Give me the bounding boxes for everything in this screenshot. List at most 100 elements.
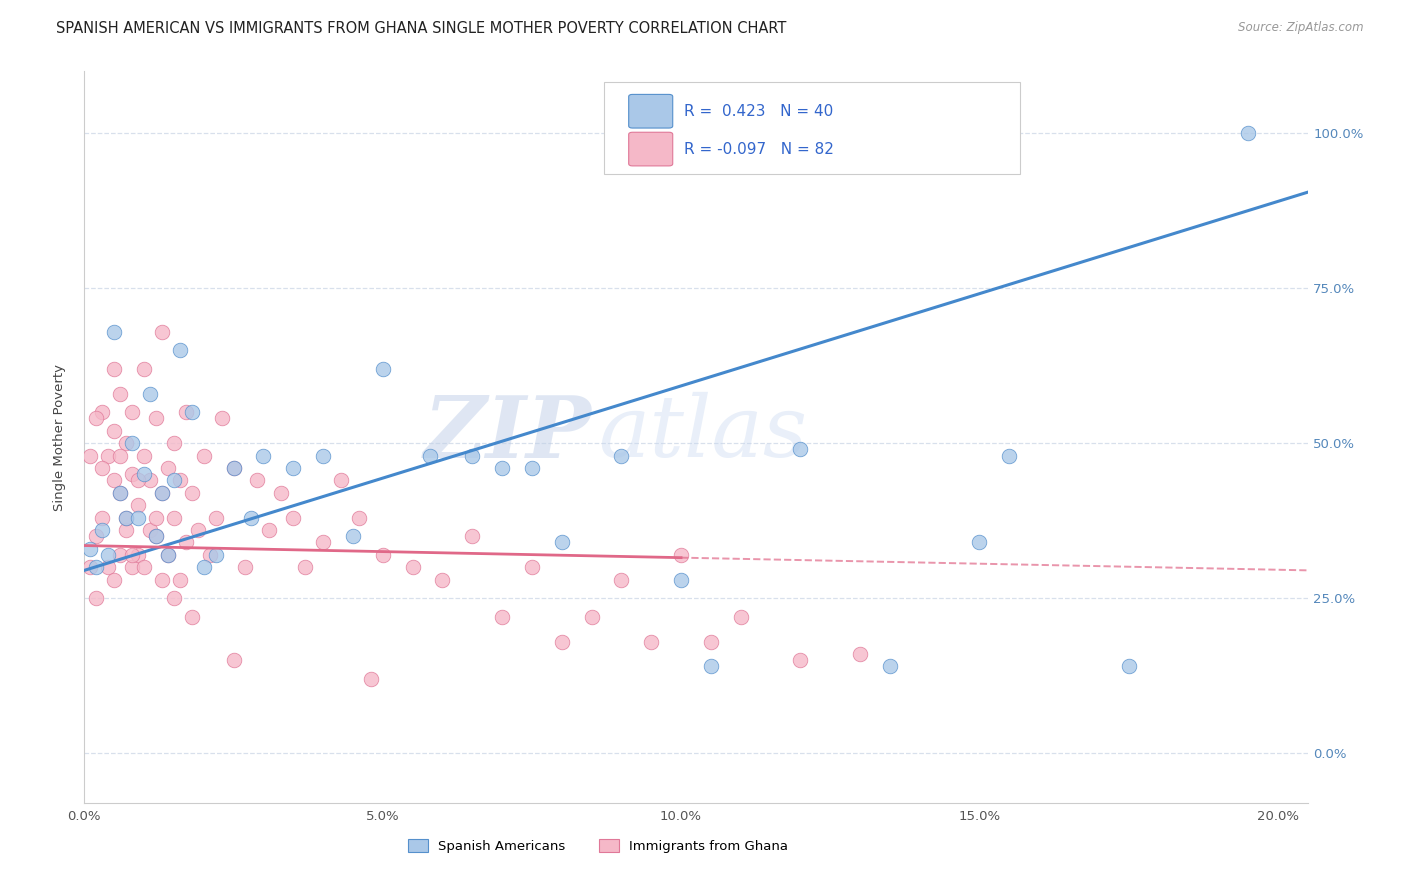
Point bbox=[193, 560, 215, 574]
Point bbox=[145, 529, 167, 543]
Text: R =  0.423   N = 40: R = 0.423 N = 40 bbox=[683, 103, 832, 119]
Point bbox=[163, 474, 186, 488]
Point bbox=[121, 467, 143, 482]
Point bbox=[163, 591, 186, 606]
Point bbox=[103, 362, 125, 376]
Point bbox=[127, 548, 149, 562]
Point bbox=[156, 461, 179, 475]
Point bbox=[91, 523, 114, 537]
Point bbox=[139, 386, 162, 401]
Text: ZIP: ZIP bbox=[425, 392, 592, 475]
Point bbox=[132, 560, 155, 574]
Point bbox=[115, 510, 138, 524]
Point bbox=[145, 411, 167, 425]
Point bbox=[115, 436, 138, 450]
Point bbox=[222, 653, 245, 667]
Point bbox=[103, 325, 125, 339]
Point bbox=[371, 548, 394, 562]
Point bbox=[121, 405, 143, 419]
Point bbox=[108, 449, 131, 463]
Point bbox=[79, 560, 101, 574]
Point bbox=[312, 535, 335, 549]
Point bbox=[520, 560, 543, 574]
Point bbox=[419, 449, 441, 463]
Point bbox=[270, 486, 292, 500]
Point bbox=[84, 591, 107, 606]
Point bbox=[259, 523, 281, 537]
Point bbox=[91, 461, 114, 475]
Text: atlas: atlas bbox=[598, 392, 807, 475]
Y-axis label: Single Mother Poverty: Single Mother Poverty bbox=[53, 364, 66, 510]
Point bbox=[139, 523, 162, 537]
Point bbox=[132, 467, 155, 482]
Point bbox=[180, 405, 202, 419]
Point bbox=[145, 510, 167, 524]
Point bbox=[121, 548, 143, 562]
Point bbox=[97, 548, 120, 562]
Point bbox=[115, 523, 138, 537]
Point bbox=[879, 659, 901, 673]
Point bbox=[150, 486, 173, 500]
Point bbox=[103, 424, 125, 438]
Point bbox=[174, 535, 197, 549]
Point bbox=[1118, 659, 1140, 673]
Point bbox=[329, 474, 352, 488]
Point bbox=[640, 634, 662, 648]
Point bbox=[79, 541, 101, 556]
Point bbox=[789, 653, 811, 667]
Point bbox=[461, 449, 484, 463]
Point bbox=[360, 672, 382, 686]
Point bbox=[204, 548, 226, 562]
Point bbox=[610, 573, 633, 587]
Point bbox=[700, 634, 723, 648]
Point bbox=[108, 486, 131, 500]
Point bbox=[132, 362, 155, 376]
Point bbox=[669, 548, 692, 562]
Point bbox=[969, 535, 991, 549]
Point bbox=[180, 610, 202, 624]
Point bbox=[121, 560, 143, 574]
Point bbox=[211, 411, 233, 425]
Point bbox=[156, 548, 179, 562]
Point bbox=[127, 498, 149, 512]
Point bbox=[145, 529, 167, 543]
Point bbox=[198, 548, 221, 562]
Point bbox=[246, 474, 269, 488]
Point bbox=[730, 610, 752, 624]
Point bbox=[235, 560, 257, 574]
Point bbox=[252, 449, 274, 463]
Point bbox=[180, 486, 202, 500]
Point bbox=[150, 325, 173, 339]
Point bbox=[401, 560, 423, 574]
Point bbox=[998, 449, 1021, 463]
Point bbox=[169, 573, 191, 587]
Point bbox=[91, 510, 114, 524]
Point bbox=[132, 449, 155, 463]
Point bbox=[108, 548, 131, 562]
Text: SPANISH AMERICAN VS IMMIGRANTS FROM GHANA SINGLE MOTHER POVERTY CORRELATION CHAR: SPANISH AMERICAN VS IMMIGRANTS FROM GHAN… bbox=[56, 21, 786, 37]
FancyBboxPatch shape bbox=[628, 95, 672, 128]
Point bbox=[222, 461, 245, 475]
Point bbox=[294, 560, 316, 574]
Point bbox=[103, 474, 125, 488]
Point bbox=[283, 510, 305, 524]
Point bbox=[108, 486, 131, 500]
Point bbox=[610, 449, 633, 463]
Text: Source: ZipAtlas.com: Source: ZipAtlas.com bbox=[1239, 21, 1364, 35]
Point bbox=[520, 461, 543, 475]
Point bbox=[115, 510, 138, 524]
Point bbox=[342, 529, 364, 543]
Point bbox=[849, 647, 872, 661]
Point bbox=[121, 436, 143, 450]
Point bbox=[150, 486, 173, 500]
Point bbox=[222, 461, 245, 475]
Point bbox=[84, 411, 107, 425]
Point bbox=[127, 510, 149, 524]
Point bbox=[187, 523, 209, 537]
FancyBboxPatch shape bbox=[605, 82, 1021, 174]
Point bbox=[491, 461, 513, 475]
Point bbox=[79, 449, 101, 463]
FancyBboxPatch shape bbox=[628, 132, 672, 166]
Point bbox=[432, 573, 454, 587]
Point bbox=[91, 405, 114, 419]
